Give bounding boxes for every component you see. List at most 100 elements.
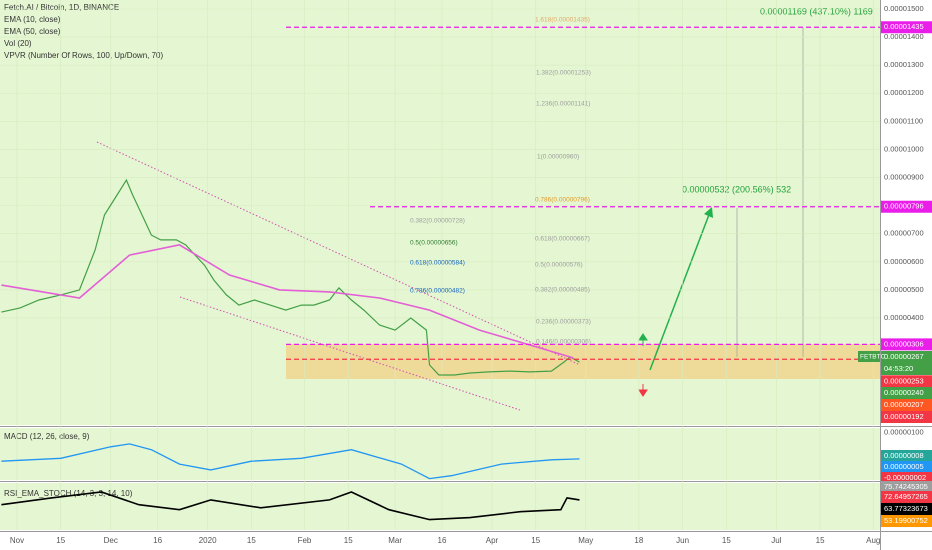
y-tick-label: 0.00001400 [884, 32, 924, 41]
price-badge-label: 72.64957265 [884, 492, 928, 501]
x-tick-label: 15 [344, 536, 353, 545]
x-tick-label: Nov [10, 536, 24, 545]
macd-title: MACD (12, 26, close, 9) [4, 432, 90, 441]
price-badge [881, 411, 932, 423]
price-badge-label: 0.00000306 [884, 339, 924, 348]
fib-label: 0.618(0.00000667) [535, 236, 590, 243]
price-badge-label: 0.00000240 [884, 388, 924, 397]
indicator-line [1, 443, 580, 480]
fib-label: 0.382(0.00000728) [410, 218, 465, 225]
x-tick-label: May [578, 536, 593, 545]
legend-item: EMA (50, close) [4, 27, 61, 36]
legend-item: VPVR (Number Of Rows, 100, Up/Down, 70) [4, 51, 164, 60]
price-badge-label: 0.00000796 [884, 202, 924, 211]
fib-label: 0.236(0.00000373) [536, 319, 591, 326]
series-line [1, 244, 574, 359]
x-tick-label: Jun [676, 536, 689, 545]
price-badge-label: 0.00001435 [884, 22, 924, 31]
series-line [1, 178, 580, 376]
price-badge [881, 21, 932, 34]
fib-label: 0.786(0.00000796) [535, 197, 590, 204]
x-tick-label: 2020 [199, 536, 217, 545]
price-badge [881, 375, 932, 388]
x-tick-label: Apr [486, 536, 499, 545]
price-badge [881, 363, 932, 375]
measure-label: 0.00000532 (200.56%) 532 [682, 184, 791, 194]
symbol-badge-label: FETBTC [860, 354, 886, 361]
trendline [179, 296, 521, 411]
support-zone [286, 344, 880, 379]
fib-label: 0.146(0.00000306) [536, 339, 591, 346]
x-tick-label: Mar [388, 536, 402, 545]
price-badge [881, 461, 932, 473]
legend-item: Vol (20) [4, 39, 32, 48]
macd-panel-bg [0, 428, 880, 480]
y-tick-label: 0.00001100 [884, 116, 923, 125]
price-badge [881, 481, 932, 493]
price-badge-label: 0.00000008 [884, 451, 924, 460]
fib-label: 1.618(0.00001435) [535, 17, 590, 24]
fib-label: 0.618(0.00000584) [410, 260, 465, 267]
price-badge-label: 0.00000192 [884, 412, 924, 421]
x-tick-label: 15 [816, 536, 825, 545]
x-tick-label: Dec [104, 536, 118, 545]
down-arrow [638, 384, 648, 397]
y-tick-label: 0.00000700 [884, 229, 924, 238]
price-badge-label: 53.19900752 [884, 516, 928, 525]
y-tick-label: 0.00001300 [884, 60, 924, 69]
y-tick-label: 0.00000400 [884, 313, 924, 322]
price-badge-label: 0.00000207 [884, 400, 924, 409]
price-badge [881, 450, 932, 462]
measure-label: 0.00001169 (437.10%) 1169 [760, 6, 873, 16]
price-badge-label: 0.00000253 [884, 376, 924, 385]
price-badge-label: 04:53:20 [884, 364, 913, 373]
x-tick-label: Feb [298, 536, 312, 545]
fib-label: 0.5(0.00000576) [535, 262, 583, 269]
symbol-badge [858, 351, 880, 362]
x-tick-label: 15 [56, 536, 65, 545]
price-badge [881, 515, 932, 527]
up-arrow [638, 333, 648, 346]
fib-label: 0.5(0.00000656) [410, 240, 458, 247]
fib-label: 0.786(0.00000482) [410, 288, 465, 295]
price-badge [881, 387, 932, 399]
price-badge [881, 200, 932, 213]
rsi-panel-bg [0, 483, 880, 530]
fib-label: 1(0.00000960) [537, 154, 579, 161]
rsi-title: RSI_EMA_STOCH (14, 3, 3, 14, 10) [4, 489, 133, 498]
fib-label: 1.382(0.00001253) [536, 70, 591, 77]
trendline [96, 141, 581, 366]
x-tick-label: 16 [438, 536, 447, 545]
price-badge-label: 0.00000005 [884, 462, 924, 471]
price-badge [881, 399, 932, 411]
y-tick-label: 0.00001000 [884, 144, 924, 153]
arrow-head [704, 207, 713, 218]
fib-label: 0.382(0.00000485) [535, 287, 590, 294]
x-tick-label: 18 [634, 536, 643, 545]
y-tick-label: 0.00000100 [884, 427, 924, 436]
price-badge-label: 63.77323673 [884, 504, 928, 513]
price-badge-label: -0.00000002 [884, 473, 926, 482]
y-tick-label: 0.00001200 [884, 88, 924, 97]
y-tick-label: 0.00001500 [884, 4, 924, 13]
price-badge [881, 338, 932, 351]
y-tick-label: 0.00000500 [884, 285, 924, 294]
x-tick-label: 16 [153, 536, 162, 545]
legend-title: Fetch.AI / Bitcoin, 1D, BINANCE [4, 3, 119, 12]
price-badge [881, 503, 932, 515]
y-tick-label: 0.00000900 [884, 173, 924, 182]
y-tick-label: 0.00000600 [884, 257, 924, 266]
price-badge [881, 491, 932, 503]
price-badge-label: 0.00000267 [884, 352, 924, 361]
legend-item: EMA (10, close) [4, 15, 61, 24]
x-tick-label: 15 [247, 536, 256, 545]
x-tick-label: 15 [531, 536, 540, 545]
price-badge-label: 75.74245305 [884, 482, 928, 491]
x-tick-label: Jul [771, 536, 781, 545]
fib-label: 1.236(0.00001141) [536, 101, 590, 108]
x-tick-label: 15 [722, 536, 731, 545]
price-badge [881, 351, 932, 363]
x-tick-label: Aug [866, 536, 880, 545]
indicator-line [1, 491, 580, 521]
